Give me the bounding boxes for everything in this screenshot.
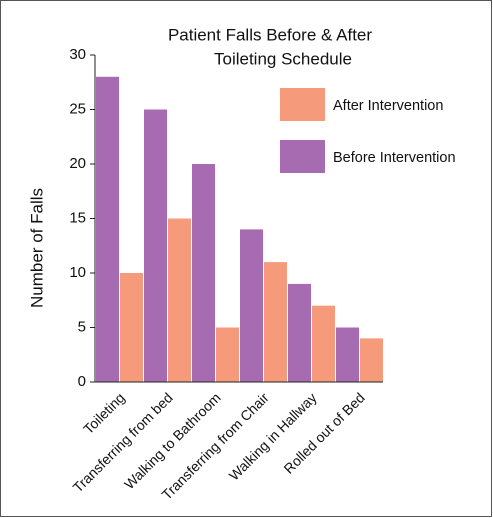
chart-title: Toileting Schedule [214, 49, 352, 68]
bar [360, 338, 383, 382]
bar [192, 164, 215, 382]
bar [264, 262, 287, 382]
bar [120, 273, 143, 382]
legend-swatch [280, 88, 325, 121]
y-tick-label: 10 [69, 264, 86, 281]
y-tick-label: 25 [69, 100, 86, 117]
bar [336, 327, 359, 382]
bar [168, 218, 191, 382]
legend-swatch [280, 140, 325, 173]
bar [312, 305, 335, 382]
chart-title: Patient Falls Before & After [168, 25, 372, 44]
bar [288, 283, 311, 382]
y-axis-label: Number of Falls [27, 188, 46, 308]
bar [144, 109, 167, 382]
y-tick-label: 30 [69, 46, 86, 63]
legend-label: After Intervention [333, 98, 443, 114]
y-tick-label: 15 [69, 209, 86, 226]
y-tick-label: 0 [78, 373, 86, 390]
y-tick-label: 5 [78, 318, 86, 335]
y-tick-label: 20 [69, 155, 86, 172]
bar [240, 229, 263, 382]
bar [216, 327, 239, 382]
bar [96, 76, 119, 383]
legend-label: Before Intervention [333, 150, 456, 166]
